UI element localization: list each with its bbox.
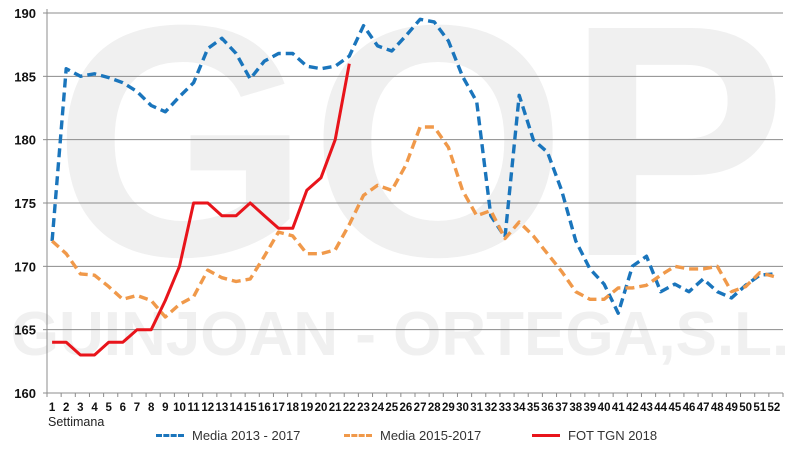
x-tick-label: 45 [668, 402, 681, 414]
series-line-fot-tgn-2018 [52, 63, 351, 357]
x-tick-label: 13 [216, 402, 229, 414]
x-tick-label: 22 [343, 402, 356, 414]
x-tick-label: 16 [258, 402, 271, 414]
x-tick-label: 20 [315, 402, 328, 414]
x-tick-label: 24 [371, 402, 384, 414]
x-tick-label: 41 [612, 402, 625, 414]
x-tick-label: 15 [244, 402, 257, 414]
x-tick-label: 37 [555, 402, 568, 414]
x-tick-label: 42 [626, 402, 639, 414]
x-tick-label: 30 [456, 402, 469, 414]
legend-item-fot-tgn-2018: FOT TGN 2018 [532, 428, 657, 443]
legend-item-media-2015-2017: Media 2015-2017 [344, 428, 481, 443]
x-tick-label: 14 [230, 402, 243, 414]
x-tick-label: 52 [768, 402, 781, 414]
series-lines [50, 17, 775, 357]
x-tick-label: 46 [683, 402, 696, 414]
legend-label: FOT TGN 2018 [568, 428, 658, 443]
x-tick-label: 39 [584, 402, 597, 414]
x-tick-label: 26 [400, 402, 413, 414]
x-tick-label: 21 [329, 402, 342, 414]
x-tick-label: 5 [105, 402, 112, 414]
x-tick-label: 35 [527, 402, 540, 414]
x-tick-label: 33 [499, 402, 512, 414]
x-tick-label: 8 [148, 402, 155, 414]
legend-label: Media 2015-2017 [380, 428, 482, 443]
x-tick-label: 25 [385, 402, 398, 414]
x-tick-label: 3 [77, 402, 83, 414]
x-tick-label: 31 [470, 402, 483, 414]
x-tick-label: 47 [697, 402, 710, 414]
x-tick-label: 4 [91, 402, 98, 414]
x-tick-label: 27 [414, 402, 427, 414]
series-line-media-2013-2017 [50, 17, 775, 315]
x-tick-label: 44 [654, 402, 667, 414]
x-tick-label: 1 [49, 402, 56, 414]
legend-label: Media 2013 - 2017 [192, 428, 301, 443]
y-tick-label: 175 [14, 196, 36, 211]
x-tick-label: 49 [725, 402, 738, 414]
x-tick-label: 43 [640, 402, 653, 414]
x-axis-label: Settimana [48, 415, 104, 429]
x-tick-label: 11 [188, 402, 201, 414]
x-tick-label: 9 [162, 402, 168, 414]
x-tick-label: 23 [357, 402, 370, 414]
gridlines [47, 12, 783, 394]
y-tick-label: 185 [14, 69, 36, 84]
x-tick-label: 32 [484, 402, 497, 414]
x-tick-label: 34 [513, 402, 526, 414]
x-tick-label: 7 [134, 402, 140, 414]
watermark-company: GUINJOAN - ORTEGA,S.L. [11, 300, 789, 369]
x-tick-label: 18 [286, 402, 299, 414]
x-tick-label: 40 [598, 402, 611, 414]
x-tick-label: 51 [753, 402, 766, 414]
x-tick-label: 28 [428, 402, 441, 414]
x-tick-label: 50 [739, 402, 752, 414]
x-axis: 1 2 3 4 5 6 7 8 9 10 11 12 13 14 15 16 17 18 19 20 21 22 23 24 2… [46, 393, 784, 414]
x-tick-label: 12 [201, 402, 214, 414]
y-tick-label: 170 [14, 259, 36, 274]
y-tick-label: 165 [14, 323, 36, 338]
legend: Media 2013 - 2017 Media 2015-2017 FOT TG… [0, 428, 797, 448]
dashed-line-swatch-icon [344, 434, 372, 437]
dashed-line-swatch-icon [156, 434, 184, 437]
x-tick-label: 36 [541, 402, 554, 414]
x-tick-label: 6 [120, 402, 126, 414]
series-line-media-2015-2017 [50, 125, 775, 319]
x-tick-label: 2 [63, 402, 69, 414]
x-tick-label: 10 [173, 402, 186, 414]
x-tick-label: 19 [300, 402, 313, 414]
y-tick-label: 190 [14, 6, 36, 21]
x-tick-label: 17 [272, 402, 285, 414]
x-tick-label: 38 [569, 402, 582, 414]
solid-line-swatch-icon [532, 434, 560, 437]
watermark-logo: GOP [53, 0, 786, 325]
x-tick-label: 48 [711, 402, 724, 414]
y-tick-label: 160 [14, 386, 36, 401]
y-tick-label: 180 [14, 133, 36, 148]
x-tick-label: 29 [442, 402, 455, 414]
y-axis: 160 165 170 175 180 185 190 [14, 6, 48, 401]
legend-item-media-2013-2017: Media 2013 - 2017 [156, 428, 300, 443]
